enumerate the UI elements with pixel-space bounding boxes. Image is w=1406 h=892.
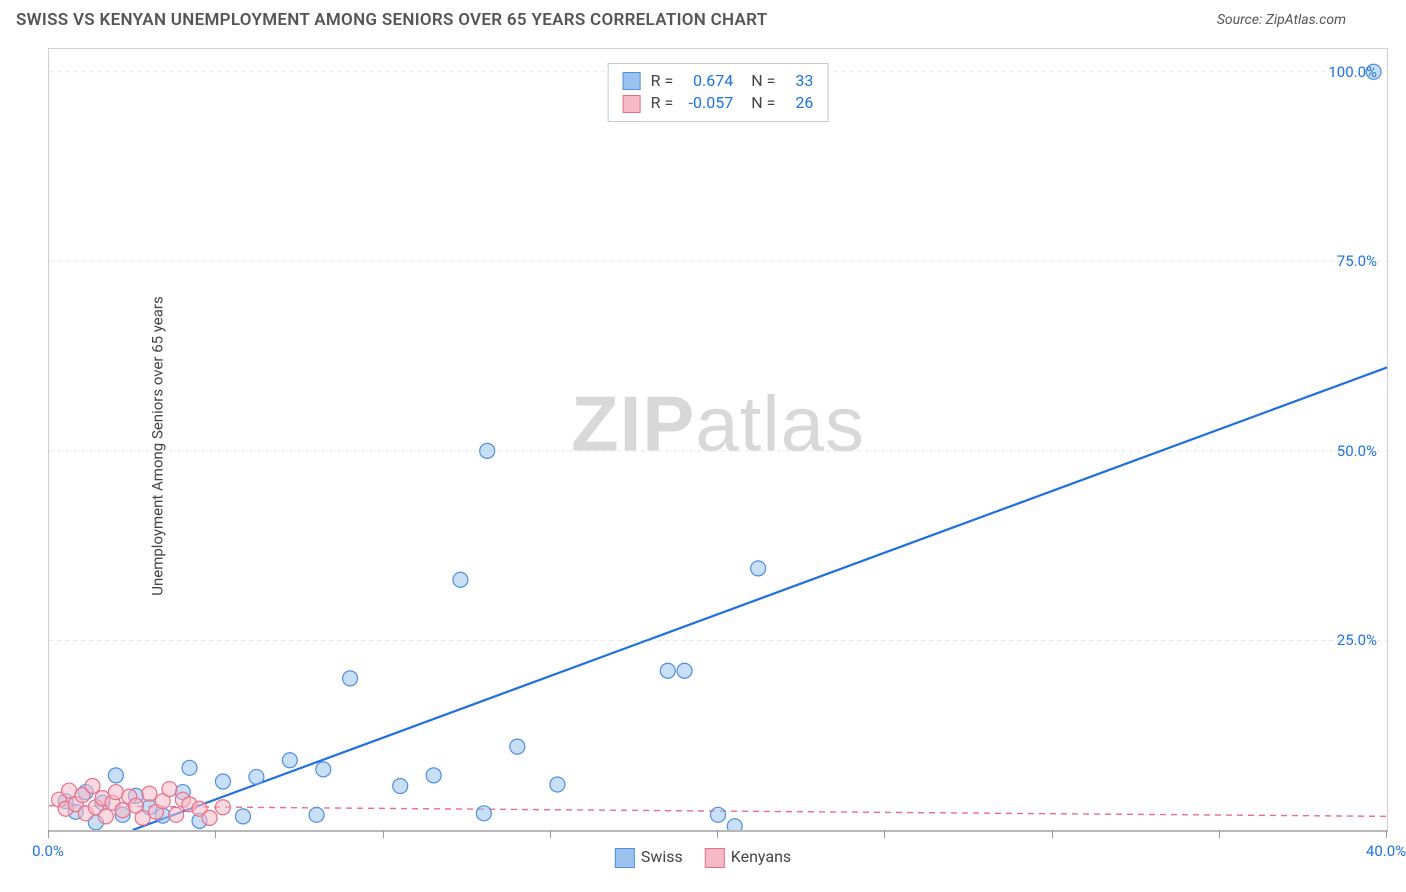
- x-tick-label: 0.0%: [32, 842, 64, 860]
- x-tick-mark: [383, 830, 384, 838]
- info-n-label: N =: [751, 70, 775, 92]
- x-tick-label: 40.0%: [1366, 842, 1406, 860]
- x-tick-mark: [1219, 830, 1220, 838]
- y-tick-label: 75.0%: [1337, 252, 1377, 270]
- x-tick-mark: [1386, 830, 1387, 838]
- info-n-value: 33: [785, 70, 813, 92]
- info-r-label: R =: [651, 92, 674, 114]
- info-row-kenyans: R = -0.057 N = 26: [623, 92, 814, 114]
- info-r-value: 0.674: [683, 70, 733, 92]
- x-tick-mark: [884, 830, 885, 838]
- x-tick-mark: [550, 830, 551, 838]
- source-prefix: Source:: [1217, 12, 1266, 28]
- scatter-plot: [49, 49, 1387, 830]
- info-swatch-kenyans: [623, 95, 641, 113]
- x-tick-mark: [717, 830, 718, 838]
- legend-item-kenyans: Kenyans: [705, 847, 791, 868]
- info-swatch-swiss: [623, 72, 641, 90]
- legend-label: Swiss: [641, 847, 683, 866]
- info-r-value: -0.057: [683, 92, 733, 114]
- legend-label: Kenyans: [731, 847, 791, 866]
- y-tick-label: 25.0%: [1337, 631, 1377, 649]
- x-tick-mark: [215, 830, 216, 838]
- info-n-value: 26: [785, 92, 813, 114]
- y-tick-label: 100.0%: [1328, 63, 1377, 81]
- correlation-info-box: R = 0.674 N = 33 R = -0.057 N = 26: [608, 63, 829, 122]
- source-link[interactable]: ZipAtlas.com: [1266, 12, 1346, 28]
- legend-swatch-kenyans: [705, 848, 725, 868]
- x-tick-mark: [1052, 830, 1053, 838]
- chart-title: SWISS VS KENYAN UNEMPLOYMENT AMONG SENIO…: [16, 10, 768, 30]
- chart-source: Source: ZipAtlas.com: [1217, 12, 1346, 28]
- legend-swatch-swiss: [615, 848, 635, 868]
- info-r-label: R =: [651, 70, 674, 92]
- info-row-swiss: R = 0.674 N = 33: [623, 70, 814, 92]
- info-n-label: N =: [751, 92, 775, 114]
- x-tick-mark: [48, 830, 49, 838]
- y-tick-label: 50.0%: [1337, 442, 1377, 460]
- legend: Swiss Kenyans: [615, 847, 791, 868]
- chart-area: ZIPatlas R =0.674N =33R =-0.057N =26 25.…: [48, 48, 1388, 832]
- legend-item-swiss: Swiss: [615, 847, 683, 868]
